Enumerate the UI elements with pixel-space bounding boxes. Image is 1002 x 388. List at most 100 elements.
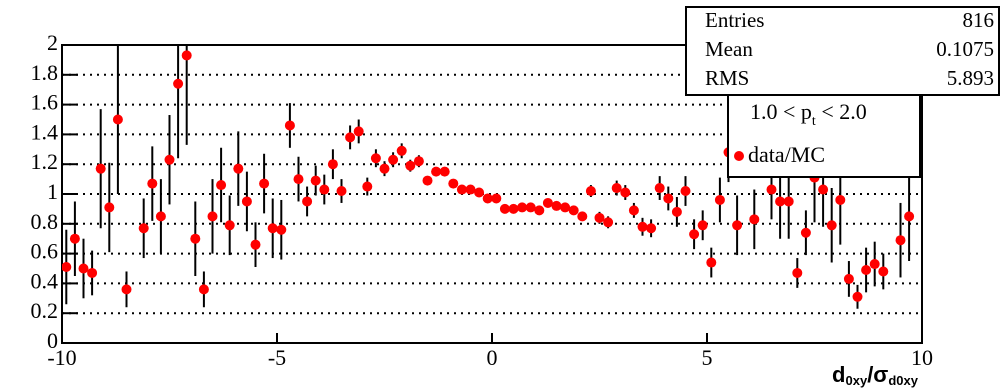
data-point: [689, 229, 700, 240]
data-point: [474, 187, 485, 198]
data-point: [895, 235, 906, 246]
data-point: [379, 163, 390, 174]
data-point: [207, 211, 218, 222]
data-point: [792, 267, 803, 278]
data-point: [585, 186, 596, 197]
data-point: [534, 205, 545, 216]
stats-label: RMS: [705, 66, 749, 90]
data-point: [190, 233, 201, 244]
data-point: [671, 206, 682, 217]
x-axis-label: d0xy/σd0xy: [832, 362, 919, 388]
data-point: [78, 263, 89, 274]
data-point: [603, 217, 614, 228]
data-point: [878, 266, 889, 277]
y-tick-label: 2: [47, 30, 58, 55]
x-axis-label-part: 0xy: [845, 373, 867, 388]
data-point: [319, 184, 330, 195]
data-point: [310, 175, 321, 186]
data-point: [663, 193, 674, 204]
x-axis-label-part: d: [832, 362, 845, 387]
data-point: [362, 181, 373, 192]
data-point: [353, 126, 364, 137]
y-tick-label: 0.4: [31, 268, 59, 293]
data-point: [276, 224, 287, 235]
data-point: [560, 202, 571, 213]
data-point: [749, 214, 760, 225]
data-point: [525, 202, 536, 213]
y-tick-label: 0.2: [31, 298, 59, 323]
data-point: [431, 166, 442, 177]
legend-label: data/MC: [748, 142, 825, 167]
data-point: [800, 227, 811, 238]
data-point: [551, 200, 562, 211]
data-point: [448, 178, 459, 189]
data-point: [345, 132, 356, 143]
data-point: [594, 212, 605, 223]
data-point: [835, 194, 846, 205]
stats-value: 5.893: [947, 66, 994, 90]
data-point: [405, 160, 416, 171]
data-point: [327, 159, 338, 170]
data-point: [628, 205, 639, 216]
stats-box: [685, 6, 1000, 96]
y-tick-label: 0: [47, 328, 58, 353]
x-tick-label: -5: [268, 345, 286, 370]
data-point: [69, 233, 80, 244]
legend-title-part: t: [812, 114, 816, 129]
stats-label: Mean: [705, 37, 753, 61]
data-point: [95, 163, 106, 174]
y-tick-label: 1.8: [31, 60, 59, 85]
data-point: [620, 187, 631, 198]
data-point: [869, 259, 880, 270]
data-point: [112, 114, 123, 125]
x-tick-label: -10: [47, 345, 76, 370]
stats-value: 816: [963, 8, 995, 32]
data-point: [396, 145, 407, 156]
data-point: [388, 154, 399, 165]
legend-marker: [734, 151, 744, 161]
data-point: [302, 196, 313, 207]
data-point: [499, 203, 510, 214]
data-point: [370, 153, 381, 164]
x-axis-label-part: /σ: [867, 362, 888, 387]
legend-title: 1.0 < pt < 2.0: [750, 99, 867, 129]
stats-label: Entries: [705, 8, 764, 32]
legend-box: [727, 92, 921, 178]
data-point: [826, 220, 837, 231]
data-point: [904, 211, 915, 222]
data-point: [439, 166, 450, 177]
data-point: [818, 184, 829, 195]
y-tick-label: 1.4: [31, 119, 59, 144]
data-point: [843, 273, 854, 284]
data-point: [706, 257, 717, 268]
data-point: [181, 50, 192, 61]
data-point: [766, 184, 777, 195]
data-point: [198, 284, 209, 295]
data-point: [336, 186, 347, 197]
legend-title-part: < 2.0: [816, 99, 867, 124]
data-point: [233, 163, 244, 174]
y-tick-label: 1.2: [31, 149, 59, 174]
data-point: [250, 239, 261, 250]
data-point: [267, 223, 278, 234]
data-point: [775, 196, 786, 207]
data-point: [224, 220, 235, 231]
data-point: [732, 220, 743, 231]
data-point: [637, 221, 648, 232]
stats-value: 0.1075: [936, 37, 994, 61]
data-point: [508, 203, 519, 214]
data-point: [465, 184, 476, 195]
data-point: [155, 211, 166, 222]
data-point: [697, 220, 708, 231]
data-point: [62, 262, 72, 273]
data-point: [491, 193, 502, 204]
data-point: [542, 197, 553, 208]
data-point: [861, 264, 872, 275]
y-tick-label: 0.6: [31, 239, 59, 264]
y-tick-label: 0.8: [31, 209, 59, 234]
data-point: [482, 193, 493, 204]
data-point: [293, 174, 304, 185]
plot-frame: [61, 44, 923, 344]
x-tick-label: 5: [702, 345, 713, 370]
